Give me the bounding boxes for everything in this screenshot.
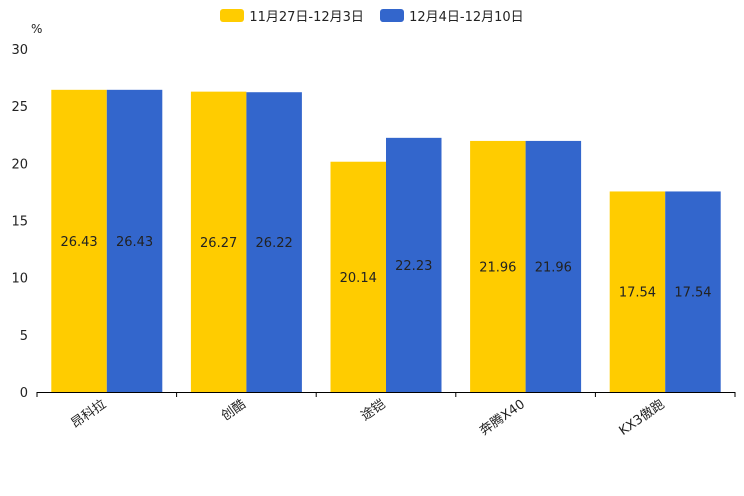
legend-item-series-1[interactable]: 11月27日-12月3日 bbox=[220, 6, 364, 25]
bar bbox=[470, 140, 526, 392]
legend-item-series-2[interactable]: 12月4日-12月10日 bbox=[380, 6, 524, 25]
data-label: 26.22 bbox=[256, 236, 293, 251]
data-label: 17.54 bbox=[619, 286, 656, 301]
data-label: 17.54 bbox=[674, 286, 711, 301]
legend: 11月27日-12月3日 12月4日-12月10日 bbox=[0, 6, 744, 26]
y-tick-label: 5 bbox=[20, 329, 28, 344]
data-label: 26.43 bbox=[116, 235, 153, 250]
data-label: 22.23 bbox=[395, 259, 432, 274]
y-tick-label: 15 bbox=[11, 215, 28, 230]
bar bbox=[246, 92, 302, 392]
legend-label-series-1: 11月27日-12月3日 bbox=[249, 10, 364, 25]
y-axis-unit-label: % bbox=[31, 22, 43, 36]
legend-swatch-series-1 bbox=[220, 9, 245, 22]
y-tick-label: 20 bbox=[11, 157, 28, 172]
data-label: 21.96 bbox=[535, 260, 572, 275]
bar bbox=[330, 161, 386, 392]
data-label: 21.96 bbox=[479, 260, 516, 275]
legend-label-series-2: 12月4日-12月10日 bbox=[409, 10, 524, 25]
bar bbox=[51, 89, 107, 392]
x-tick-label: 创酷 bbox=[219, 397, 249, 424]
bar bbox=[609, 191, 666, 392]
bar bbox=[190, 91, 247, 392]
x-tick-label: 奔腾X40 bbox=[477, 396, 528, 439]
data-label: 20.14 bbox=[340, 271, 377, 286]
data-label: 26.43 bbox=[60, 235, 97, 250]
y-tick-label: 0 bbox=[20, 386, 28, 401]
bar bbox=[525, 140, 582, 392]
y-tick-label: 25 bbox=[11, 100, 28, 115]
bar bbox=[665, 191, 721, 392]
data-label: 26.27 bbox=[200, 236, 237, 251]
x-tick-label: 途铠 bbox=[358, 396, 388, 424]
legend-swatch-series-2 bbox=[380, 9, 405, 22]
y-tick-label: 10 bbox=[11, 272, 28, 287]
x-tick-label: KX3傲跑 bbox=[617, 397, 668, 439]
bar bbox=[106, 89, 163, 392]
bar bbox=[386, 137, 442, 392]
x-tick-label: 昂科拉 bbox=[69, 397, 110, 432]
y-tick-label: 30 bbox=[11, 43, 28, 58]
